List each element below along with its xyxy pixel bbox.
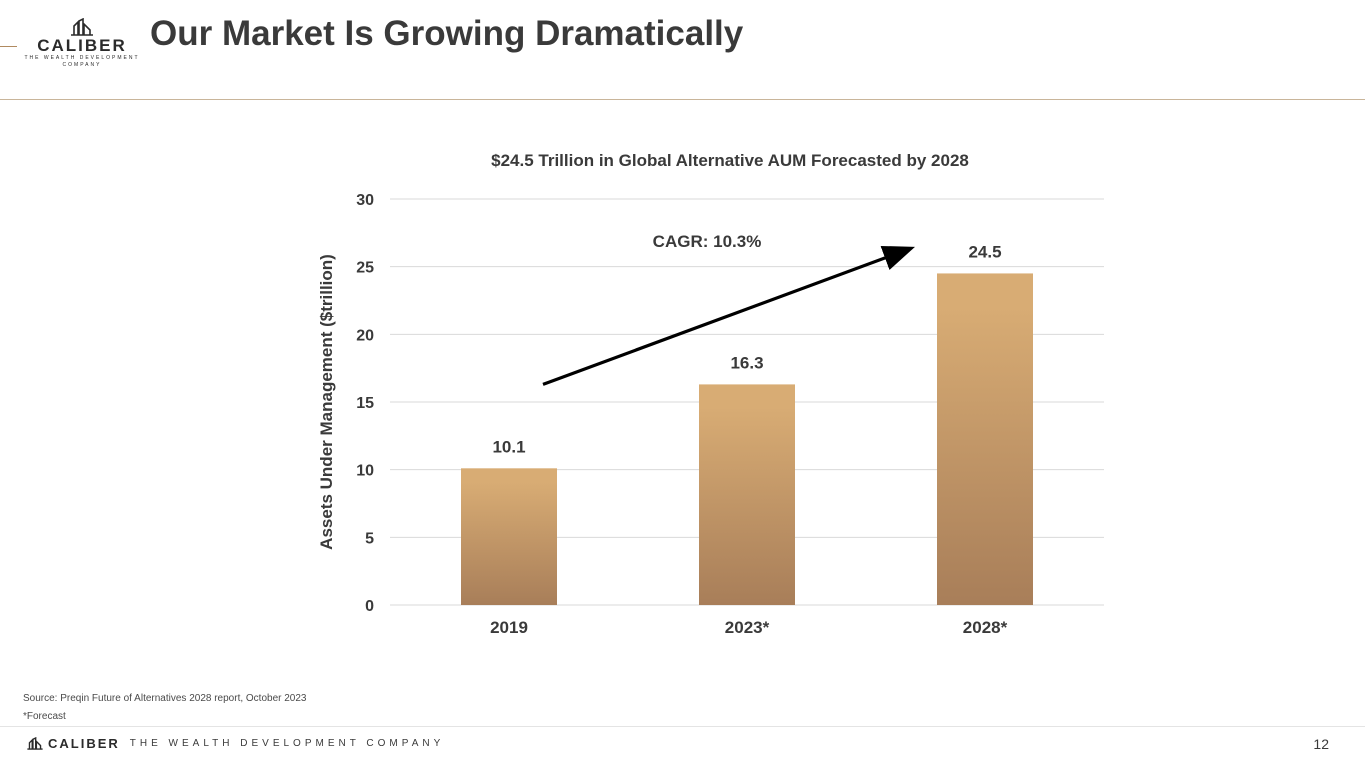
bar-value-label: 10.1 — [492, 437, 525, 456]
footer-tagline: THE WEALTH DEVELOPMENT COMPANY — [129, 738, 445, 749]
y-tick-label: 5 — [365, 530, 374, 547]
y-tick-label: 10 — [356, 463, 374, 480]
y-tick-label: 20 — [356, 327, 374, 344]
bar — [461, 468, 557, 605]
page-title: Our Market Is Growing Dramatically — [150, 14, 744, 53]
cagr-annotation: CAGR: 10.3% — [653, 232, 762, 251]
bar-chart: 0 5 10 15 20 25 30 Assets Under Management ($tr… — [317, 192, 1104, 637]
caliber-building-icon — [27, 737, 43, 750]
caliber-logo[interactable]: CALIBER THE WEALTH DEVELOPMENT COMPANY — [22, 18, 142, 69]
footer-brand: CALIBER THE WEALTH DEVELOPMENT COMPANY — [26, 736, 444, 751]
logo-tagline-line1: THE WEALTH DEVELOPMENT — [24, 55, 140, 61]
footer-divider — [0, 726, 1365, 727]
logo-tagline-line2: COMPANY — [62, 62, 102, 68]
x-tick-label: 2028* — [963, 618, 1008, 637]
y-tick-label: 15 — [356, 395, 374, 412]
header-accent-line — [0, 46, 17, 47]
forecast-note: *Forecast — [23, 711, 66, 722]
y-axis-label: Assets Under Management ($trillion) — [317, 254, 336, 550]
footer-wordmark: CALIBER — [48, 736, 120, 751]
bar — [699, 384, 795, 605]
y-tick-label: 25 — [356, 260, 374, 277]
footnotes: Source: Preqin Future of Alternatives 20… — [23, 690, 307, 726]
x-tick-label: 2019 — [490, 618, 528, 637]
y-tick-label: 0 — [365, 598, 374, 615]
header-divider — [0, 99, 1365, 100]
y-tick-label: 30 — [356, 192, 374, 209]
source-note: Source: Preqin Future of Alternatives 20… — [23, 693, 307, 704]
bar — [937, 273, 1033, 605]
chart-title: $24.5 Trillion in Global Alternative AUM… — [491, 151, 969, 170]
chart-container: $24.5 Trillion in Global Alternative AUM… — [300, 135, 1120, 655]
page-number: 12 — [1313, 736, 1329, 752]
logo-wordmark: CALIBER — [37, 36, 127, 55]
bar-value-label: 16.3 — [730, 353, 763, 372]
bar-value-label: 24.5 — [968, 242, 1001, 261]
caliber-building-icon — [71, 18, 93, 36]
cagr-arrow — [542, 245, 916, 386]
x-tick-label: 2023* — [725, 618, 770, 637]
